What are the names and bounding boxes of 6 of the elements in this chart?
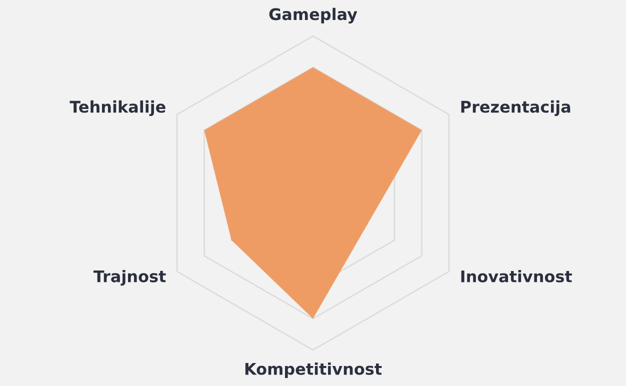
spoke-label: Prezentacija bbox=[461, 100, 570, 116]
spoke-label: Kompetitivnost bbox=[245, 362, 382, 378]
spoke-label: Trajnost bbox=[93, 270, 166, 286]
spoke-label: Inovativnost bbox=[461, 270, 572, 282]
spoke-label: Tehnikalije bbox=[70, 100, 166, 116]
spoke-label: Gameplay bbox=[269, 8, 358, 24]
